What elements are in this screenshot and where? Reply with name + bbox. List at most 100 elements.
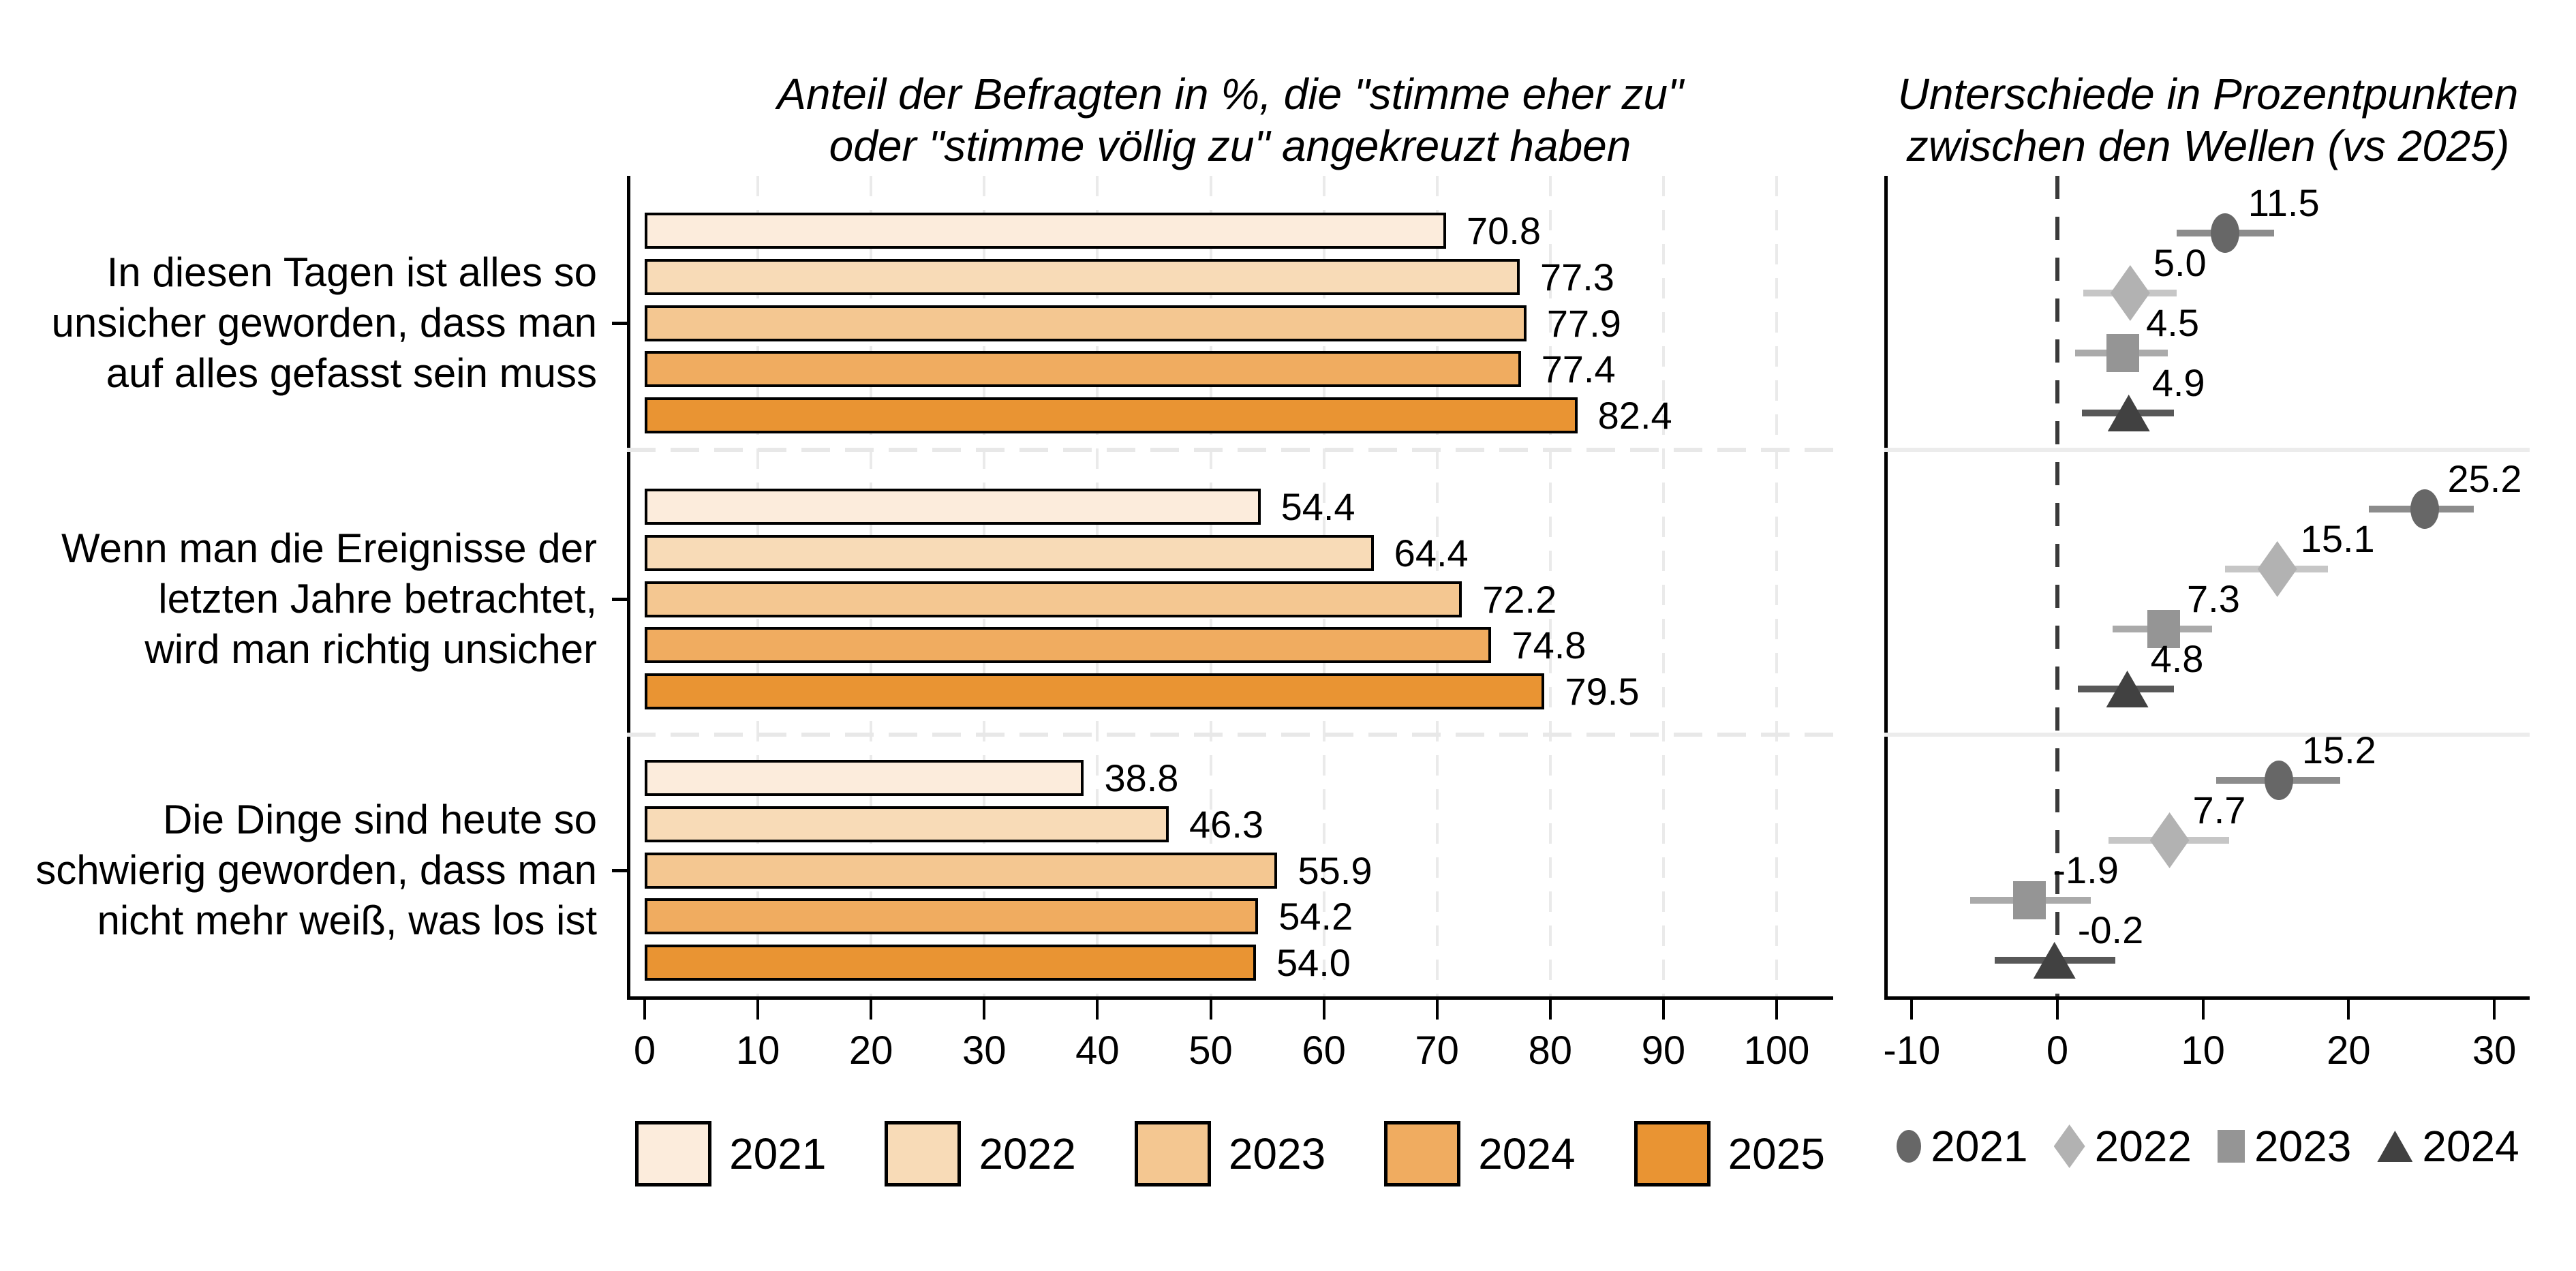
bar-2025 — [645, 397, 1578, 433]
left-legend: 2021 2022 2023 2024 2025 — [627, 1121, 1833, 1186]
right-x-axis: -10 0 10 20 30 — [1883, 996, 2530, 1078]
dot-value-label: -0.2 — [2077, 908, 2144, 951]
dot-value-label: 5.0 — [2153, 241, 2207, 284]
category-tick-2 — [612, 598, 628, 601]
left-scale-layer: 70.8 77.3 77.9 77.4 82.4 54.4 64.4 72.2 74.8 79.5… — [645, 176, 1778, 996]
x-tick-100 — [1775, 996, 1778, 1020]
right-plot-area: 11.5 5.0 4.5 4.9 25.2 15.1 7.3 4.8 15.2 7.7 -1.9 -0… — [1884, 176, 2530, 996]
legend-item-2022: 2022 — [2053, 1121, 2192, 1172]
bar-2023 — [645, 305, 1527, 341]
x-tick-label-0: 0 — [633, 1028, 656, 1073]
bar-2023 — [645, 581, 1462, 617]
bar-value-label: 77.9 — [1546, 301, 1621, 345]
x-tick-label-60: 60 — [1302, 1028, 1346, 1073]
dot-group-1: 11.5 5.0 4.5 4.9 — [1884, 181, 2530, 443]
right-x-axis-line — [1884, 996, 2530, 1000]
marker-square-2023 — [2147, 610, 2180, 648]
legend-item-2023: 2023 — [2218, 1121, 2351, 1172]
right-chart-title: Unterschiede in Prozentpunkten zwischen … — [1867, 68, 2549, 172]
category-label-line: unsicher geworden, dass man — [51, 300, 597, 346]
bar-value-label: 82.4 — [1597, 394, 1672, 437]
x-tick-10 — [756, 996, 760, 1020]
dot-row-2022: 5.0 — [1884, 241, 2530, 323]
legend-marker-triangle — [2377, 1131, 2413, 1162]
bar-2023 — [645, 852, 1278, 889]
x-tick-90 — [1661, 996, 1665, 1020]
left-chart-title-line2: oder "stimme völlig zu" angekreuzt haben — [829, 121, 1631, 170]
category-label-line: wird man richtig unsicher — [144, 626, 597, 672]
legend-swatch-2021 — [635, 1121, 712, 1186]
category-label-line: Die Dinge sind heute so — [162, 797, 597, 842]
dot-value-label: 25.2 — [2447, 457, 2522, 500]
category-tick-1 — [612, 322, 628, 325]
bar-row-2022: 64.4 — [645, 531, 1777, 575]
bar-value-label: 77.4 — [1541, 348, 1616, 391]
legend-item-2022: 2022 — [885, 1121, 1076, 1186]
dot-row-2022: 15.1 — [1884, 517, 2530, 599]
bar-2022 — [645, 534, 1374, 571]
legend-item-2024: 2024 — [1384, 1121, 1576, 1186]
marker-circle-2021 — [2410, 489, 2439, 529]
bar-row-2024: 54.2 — [645, 895, 1777, 938]
legend-label-2024: 2024 — [1478, 1129, 1576, 1178]
dot-value-label: -1.9 — [2053, 848, 2119, 891]
legend-item-2023: 2023 — [1134, 1121, 1326, 1186]
x-tick-80 — [1548, 996, 1552, 1020]
x-tick-label-30: 30 — [962, 1028, 1007, 1073]
category-label-line: Wenn man die Ereignisse der — [61, 525, 597, 571]
bar-value-label: 77.3 — [1539, 255, 1614, 298]
bar-row-2023: 72.2 — [645, 580, 1777, 618]
legend-swatch-2023 — [1134, 1121, 1211, 1186]
x-tick-label-0: 0 — [2046, 1028, 2069, 1073]
bar-value-label: 54.0 — [1276, 941, 1351, 984]
marker-square-2023 — [2106, 334, 2140, 372]
bar-value-label: 79.5 — [1565, 670, 1640, 713]
bar-2024 — [645, 898, 1259, 935]
x-tick-label-100: 100 — [1743, 1028, 1810, 1073]
bar-2024 — [645, 351, 1521, 388]
legend-label-2021: 2021 — [729, 1129, 827, 1178]
right-y-axis-line — [1884, 176, 1888, 996]
bar-2025 — [645, 945, 1256, 981]
bar-value-label: 64.4 — [1394, 531, 1469, 575]
right-chart-title-line2: zwischen den Wellen (vs 2025) — [1906, 121, 2510, 170]
dot-row-2023: -1.9 — [1884, 848, 2530, 930]
bar-value-label: 54.2 — [1278, 895, 1353, 938]
x-tick--10 — [1910, 996, 1914, 1020]
x-tick-20 — [2347, 996, 2350, 1020]
x-tick-30 — [2493, 996, 2496, 1020]
legend-swatch-2022 — [885, 1121, 962, 1186]
x-tick-label-40: 40 — [1075, 1028, 1120, 1073]
bar-2021 — [645, 213, 1446, 249]
dot-row-2024: -0.2 — [1884, 908, 2530, 990]
bar-row-2023: 55.9 — [645, 851, 1777, 889]
bar-row-2021: 54.4 — [645, 488, 1777, 526]
left-x-axis-line — [627, 996, 1833, 1000]
left-chart-title-line1: Anteil der Befragten in %, die "stimme e… — [777, 70, 1683, 119]
x-tick-60 — [1322, 996, 1325, 1020]
dot-row-2022: 7.7 — [1884, 788, 2530, 870]
right-legend: 2021 2022 2023 2024 — [1854, 1121, 2562, 1172]
group-separator-1 — [1884, 448, 2530, 452]
x-tick-0 — [2056, 996, 2059, 1020]
x-tick-label-20: 20 — [2327, 1028, 2371, 1073]
category-label-3: Die Dinge sind heute so schwierig geworde… — [0, 750, 597, 990]
category-label-line: auf alles gefasst sein muss — [106, 350, 597, 396]
legend-marker-diamond — [2053, 1124, 2085, 1168]
bar-2024 — [645, 627, 1492, 664]
x-tick-label-10: 10 — [2181, 1028, 2225, 1073]
group-separator-2 — [627, 733, 1833, 737]
legend-label-2022: 2022 — [2094, 1122, 2192, 1171]
legend-marker-circle — [1897, 1130, 1922, 1163]
marker-diamond-2022 — [2110, 265, 2150, 321]
legend-item-2025: 2025 — [1634, 1121, 1825, 1186]
dot-row-2021: 15.2 — [1884, 729, 2530, 810]
x-tick-30 — [983, 996, 986, 1020]
x-tick-50 — [1209, 996, 1212, 1020]
bar-row-2025: 54.0 — [645, 941, 1777, 984]
marker-square-2023 — [2013, 881, 2046, 919]
bar-value-label: 70.8 — [1466, 209, 1541, 252]
x-tick-label-70: 70 — [1415, 1028, 1459, 1073]
bar-row-2025: 79.5 — [645, 670, 1777, 713]
legend-label-2023: 2023 — [1228, 1129, 1326, 1178]
